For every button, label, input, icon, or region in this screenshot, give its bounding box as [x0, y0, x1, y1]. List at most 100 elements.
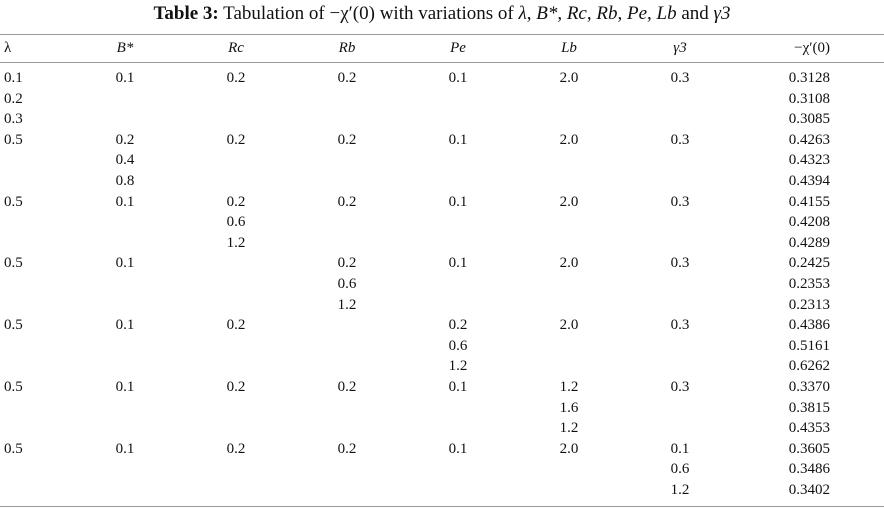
column-header-chi: −χ′(0) [794, 40, 830, 56]
table-cell-rb [272, 418, 422, 439]
table-cell-gamma3 [644, 109, 716, 130]
table-cell-lb: 2.0 [559, 193, 579, 210]
table-cell-rc [200, 150, 272, 171]
table-cell-rc [200, 480, 272, 501]
table-row: 0.6 0.3486 [0, 459, 884, 480]
caption-symbol-gamma3: γ3 [713, 3, 731, 24]
table-cell-pe [422, 212, 494, 233]
table-cell-bstar [50, 480, 200, 501]
table-cell-rc: 0.2 [226, 378, 246, 395]
table-cell-rb [272, 233, 422, 254]
table-cell-bstar [50, 356, 200, 377]
table-cell-gamma3 [644, 418, 716, 439]
table-cell-lb: 2.0 [559, 255, 579, 272]
table-cell-chi: 0.4289 [788, 234, 830, 251]
table-cell-rb [272, 356, 422, 377]
table-cell-pe [422, 295, 494, 316]
table-cell-bstar [50, 398, 200, 419]
table-cell-chi: 0.2313 [788, 296, 830, 313]
caption-sep-1: , [526, 3, 537, 24]
table-cell-rb [272, 459, 422, 480]
table-cell-lb [494, 233, 644, 254]
table-cell-chi: 0.3370 [788, 378, 830, 395]
table-cell-rc [200, 274, 272, 295]
table-cell-gamma3 [644, 150, 716, 171]
table-cell-lambda: 0.3 [4, 111, 23, 128]
table-cell-rc [200, 295, 272, 316]
table-cell-lb [494, 171, 644, 192]
table-cell-chi: 0.4353 [788, 420, 830, 437]
table-cell-lb [494, 295, 644, 316]
table-cell-lambda [0, 295, 50, 316]
caption-symbol-rc: Rc [566, 3, 587, 24]
table-cell-lambda [0, 356, 50, 377]
table-cell-rb [272, 212, 422, 233]
table-cell-chi: 0.4208 [788, 214, 830, 231]
table-cell-chi: 0.4155 [788, 193, 830, 210]
column-header-gamma3: γ3 [673, 40, 687, 56]
caption-sep-3: , [586, 3, 597, 24]
table-cell-lb [494, 150, 644, 171]
table-row: 1.2 0.2313 [0, 295, 884, 316]
table-cell-gamma3: 0.1 [670, 440, 690, 457]
table-row: 0.5 0.1 0.2 0.2 0.1 2.0 0.1 0.3605 [0, 439, 884, 460]
caption-symbol-lambda: λ [518, 3, 527, 24]
table-cell-lambda [0, 459, 50, 480]
results-table: λ B* Rc Rb Pe Lb γ3 −χ′(0) 0.1 0.1 0.2 0.2 0… [0, 36, 884, 500]
table-cell-lambda: 0.5 [4, 440, 23, 457]
table-cell-chi: 0.3486 [788, 461, 830, 478]
table-cell-rc [200, 336, 272, 357]
table-cell-rb [272, 171, 422, 192]
table-cell-bstar: 0.8 [115, 172, 135, 189]
table-cell-pe [422, 89, 494, 110]
table-cell-bstar [50, 212, 200, 233]
table-cell-rc: 0.2 [226, 440, 246, 457]
table-row: 0.1 0.1 0.2 0.2 0.1 2.0 0.3 0.3128 [0, 60, 884, 89]
table-cell-rc [200, 356, 272, 377]
table-bottom-rule [0, 506, 884, 507]
table-cell-chi: 0.2425 [788, 255, 830, 272]
caption-sep-6: and [676, 3, 714, 24]
table-cell-lambda [0, 398, 50, 419]
table-cell-lambda [0, 212, 50, 233]
table-cell-rb [272, 336, 422, 357]
table-cell-chi: 0.3128 [788, 70, 830, 86]
caption-symbol-bstar: B* [536, 3, 558, 24]
caption-symbol-rb: Rb [596, 3, 618, 24]
table-cell-gamma3 [644, 233, 716, 254]
table-cell-rb [272, 150, 422, 171]
table-cell-lambda: 0.5 [4, 131, 23, 148]
table-cell-bstar: 0.1 [115, 440, 135, 457]
table-cell-pe [422, 418, 494, 439]
table-cell-pe: 0.1 [448, 193, 468, 210]
table-cell-rb [272, 398, 422, 419]
table-cell-gamma3: 0.3 [670, 193, 690, 210]
table-cell-bstar: 0.4 [115, 152, 135, 169]
table-cell-lb [494, 89, 644, 110]
table-cell-rc [200, 398, 272, 419]
table-cell-gamma3: 0.6 [670, 461, 690, 478]
table-cell-pe [422, 274, 494, 295]
table-cell-rc: 0.2 [226, 70, 246, 86]
table-cell-lb [494, 356, 644, 377]
table-cell-lambda: 0.5 [4, 317, 23, 334]
table-cell-gamma3 [644, 336, 716, 357]
table-cell-gamma3 [644, 398, 716, 419]
table-cell-bstar [50, 233, 200, 254]
column-header-lb: Lb [561, 40, 577, 56]
table-cell-pe [422, 150, 494, 171]
table-cell-lb [494, 212, 644, 233]
table-cell-rb: 0.2 [337, 255, 357, 272]
table-row: 0.6 0.5161 [0, 336, 884, 357]
table-cell-lb [494, 336, 644, 357]
table-row: 0.5 0.1 0.2 0.2 2.0 0.3 0.4386 [0, 315, 884, 336]
table-cell-lb [494, 274, 644, 295]
table-cell-rb: 0.2 [337, 70, 357, 86]
column-header-bstar: B* [116, 40, 134, 56]
table-cell-rc: 0.2 [226, 317, 246, 334]
table-cell-lb: 1.2 [559, 420, 579, 437]
table-cell-gamma3 [644, 295, 716, 316]
table-cell-rc [200, 109, 272, 130]
table-cell-lambda [0, 274, 50, 295]
caption-sep-5: , [647, 3, 657, 24]
